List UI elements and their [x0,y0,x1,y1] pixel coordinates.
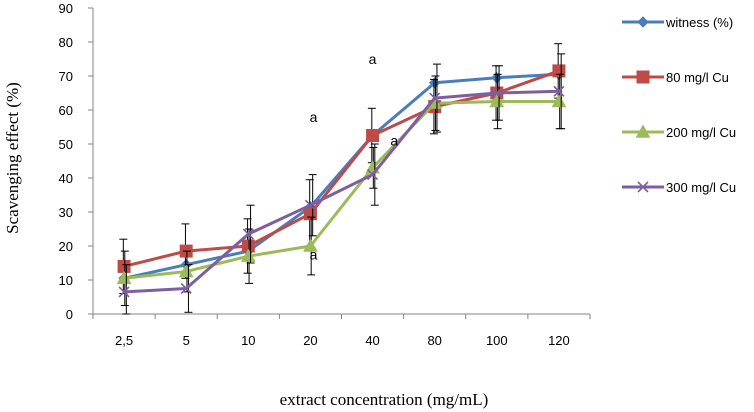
legend-label: witness (%) [665,15,733,30]
series-2 [116,73,567,306]
y-tick-label: 80 [59,35,73,50]
x-tick-label: 80 [427,333,441,348]
data-point [240,248,256,262]
significance-label: a [390,133,398,149]
marker-stroke [553,85,565,97]
x-tick-label: 100 [486,333,508,348]
y-tick-label: 90 [59,1,73,16]
legend-marker [637,16,649,28]
series-group [116,43,567,315]
marker-stroke [180,282,192,295]
legend-entry: witness (%) [622,15,733,30]
data-point [552,64,566,78]
significance-label: a [369,51,377,67]
marker-stroke [242,228,254,240]
y-tick-label: 40 [59,171,73,186]
error-bar [557,53,566,130]
data-point [553,85,565,97]
x-tick-label: 120 [548,333,570,348]
data-point [178,263,194,278]
y-tick-label: 30 [59,205,73,220]
series-3 [118,53,566,315]
significance-label: a [310,247,318,263]
x-tick-label: 20 [303,333,317,348]
marker-stroke [304,199,317,211]
marker-stroke [491,87,503,99]
data-point [116,270,132,284]
legend-label: 200 mg/l Cu [666,125,736,140]
data-point [118,286,130,298]
significance-label: a [310,109,318,125]
data-point [491,87,503,99]
legend-marker [636,70,650,84]
data-point [117,259,131,273]
y-tick-label: 0 [66,307,73,322]
x-tick-label: 2,5 [115,333,133,348]
data-point [303,238,318,252]
data-point [180,282,192,295]
marker-stroke [637,181,649,193]
legend-label: 80 mg/l Cu [666,70,729,85]
data-point [551,93,567,108]
data-point [489,93,505,108]
legend-entry: 300 mg/l Cu [622,180,736,195]
legend-label: 300 mg/l Cu [666,180,736,195]
y-axis-title: Scavenging effect (%) [3,82,22,234]
legend-marker [637,181,649,193]
x-tick-label: 10 [241,333,255,348]
marker-stroke [118,286,130,298]
x-axis-ticks: 2,5 5 10 20 40 80 100 120 [92,314,591,348]
y-axis-ticks: 0 10 20 30 40 50 60 70 80 90 [59,1,93,322]
legend-entry: 200 mg/l Cu [622,124,736,140]
x-axis-title: extract concentration (mg/mL) [280,390,489,409]
y-tick-label: 20 [59,239,73,254]
y-tick-label: 70 [59,69,73,84]
marker-stroke [429,92,441,104]
x-tick-label: 5 [183,333,190,348]
error-bar [370,143,379,206]
series-line [123,72,560,280]
data-point [429,92,441,104]
series-line [123,89,559,294]
data-point [304,199,317,211]
data-point [366,129,380,142]
series-line [123,100,559,280]
data-point [242,228,254,240]
legend-entry: 80 mg/l Cu [622,70,729,85]
legend-marker [635,124,651,138]
y-tick-label: 50 [59,137,73,152]
legend: witness (%) 80 mg/l Cu 200 mg/l Cu 300 mg/l… [622,15,736,195]
x-tick-label: 40 [365,333,379,348]
data-point [366,169,379,181]
y-tick-label: 10 [59,273,73,288]
y-tick-label: 60 [59,103,73,118]
marker-stroke [366,169,379,181]
annotations: a a a a [310,51,399,263]
